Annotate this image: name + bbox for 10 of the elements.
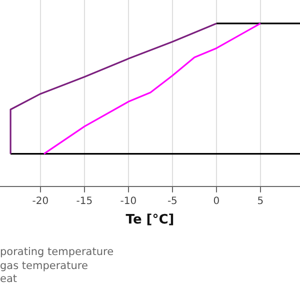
x-tick-label: -5	[167, 196, 178, 207]
text: porating temperature	[0, 246, 114, 260]
x-axis-title: Te [°C]	[126, 212, 174, 228]
text: gas temperature	[0, 260, 89, 273]
text: eat	[0, 273, 18, 286]
x-tick-label: -15	[76, 196, 93, 207]
x-tick-label: -10	[120, 196, 137, 207]
x-tick-label: 5	[257, 196, 264, 207]
x-tick-label: -20	[32, 196, 49, 207]
x-tick-label: 0	[213, 196, 220, 207]
